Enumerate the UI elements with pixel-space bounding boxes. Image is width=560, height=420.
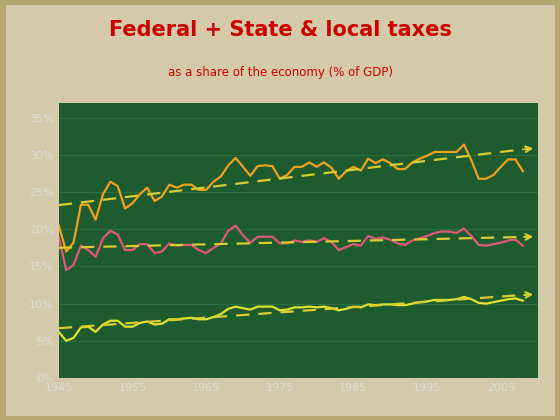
- Text: as a share of the economy (% of GDP): as a share of the economy (% of GDP): [167, 66, 393, 79]
- Text: Federal + State & local taxes: Federal + State & local taxes: [109, 20, 451, 39]
